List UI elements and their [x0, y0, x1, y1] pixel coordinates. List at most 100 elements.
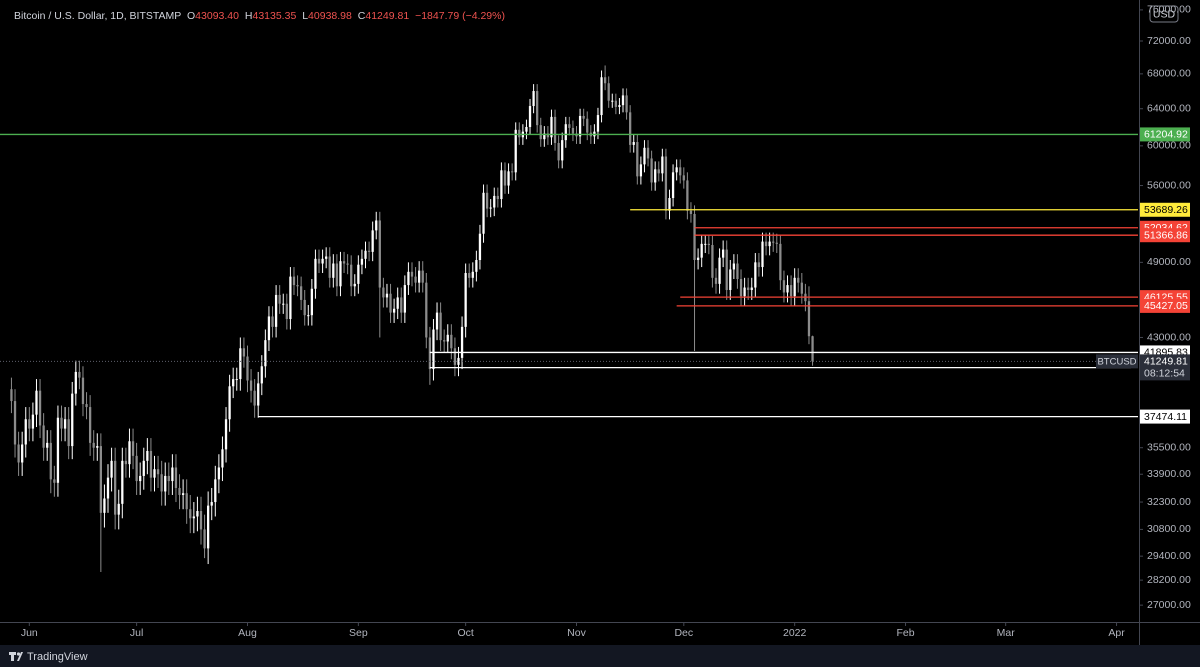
- candle-body: [721, 249, 725, 258]
- candle-body: [482, 192, 485, 234]
- candle-body: [607, 83, 610, 101]
- candle-body: [92, 442, 95, 448]
- candle-body: [689, 210, 693, 214]
- candle-body: [543, 133, 546, 140]
- candle-body: [67, 419, 70, 447]
- y-tick-label: 49000.00: [1147, 256, 1191, 268]
- candle-body: [768, 241, 771, 247]
- candle-body: [714, 277, 718, 284]
- candle-body: [546, 133, 550, 138]
- candle-body: [221, 449, 224, 468]
- currency[interactable]: USD: [1153, 8, 1176, 20]
- candle-body: [360, 258, 364, 265]
- candle-body: [149, 450, 153, 478]
- candle-body: [618, 105, 621, 107]
- y-tick-label: 68000.00: [1147, 68, 1191, 80]
- candle-body: [510, 171, 514, 173]
- level-label-bg: [1140, 202, 1190, 217]
- candle-body: [611, 100, 614, 102]
- candle-body: [378, 220, 381, 288]
- candle-body: [267, 316, 271, 341]
- candle-body: [74, 371, 77, 394]
- candle-body: [228, 386, 231, 420]
- candle-body: [468, 273, 471, 278]
- level-label-bg: [1140, 409, 1190, 424]
- candle-body: [686, 180, 689, 211]
- candle-body: [493, 195, 496, 208]
- candle-body: [299, 286, 303, 300]
- candle-body: [643, 147, 646, 165]
- candle-body: [88, 407, 92, 443]
- candle-body: [364, 250, 367, 259]
- candle-body: [274, 294, 278, 327]
- candle-body: [28, 419, 31, 429]
- level-label: 45427.05: [1144, 300, 1188, 312]
- candle-body: [707, 243, 710, 245]
- brand-logo: [9, 652, 23, 661]
- candle-body: [164, 475, 167, 492]
- candle-body: [117, 503, 120, 515]
- candle-body: [428, 337, 432, 370]
- candle-body: [60, 417, 63, 429]
- candle-body: [786, 285, 789, 293]
- y-tick-label: 32300.00: [1147, 496, 1191, 508]
- x-tick-label: Feb: [896, 627, 914, 639]
- y-tick-label: 33900.00: [1147, 468, 1191, 480]
- level-label-bg: [1140, 298, 1190, 313]
- candle-body: [661, 156, 664, 174]
- candle-body: [53, 479, 56, 483]
- candle-body: [811, 336, 814, 362]
- candle-body: [106, 477, 110, 499]
- candle-body: [636, 142, 639, 177]
- candle-body: [603, 77, 607, 84]
- candle-body: [600, 77, 603, 116]
- candle-body: [121, 460, 124, 504]
- candle-body: [217, 467, 221, 480]
- candle-body: [435, 312, 439, 330]
- candle-body: [500, 170, 503, 200]
- y-tick-label: 28200.00: [1147, 574, 1191, 586]
- candle-body: [772, 241, 775, 243]
- candle-body: [139, 475, 142, 482]
- candle-body: [536, 91, 539, 126]
- candle-body: [496, 195, 499, 200]
- x-tick-label: Nov: [567, 627, 586, 639]
- candle-body: [171, 467, 174, 482]
- candle-body: [350, 264, 353, 287]
- candle-body: [664, 156, 668, 211]
- candle-body: [189, 509, 192, 519]
- x-tick-label: Apr: [1108, 627, 1125, 639]
- candle-body: [260, 366, 263, 384]
- candle-body: [392, 308, 396, 313]
- candle-body: [425, 282, 428, 338]
- candle-body: [153, 469, 156, 478]
- candle-body: [367, 250, 371, 252]
- plot-area: [0, 65, 1138, 573]
- candle-body: [743, 287, 746, 297]
- candle-body: [700, 243, 703, 258]
- candle-body: [314, 258, 317, 289]
- candle-body: [325, 256, 328, 259]
- candle-body: [675, 167, 678, 173]
- currency-badge[interactable]: [1149, 5, 1179, 23]
- candle-body: [657, 169, 660, 174]
- candle-body: [754, 262, 757, 288]
- candle-body: [439, 312, 442, 341]
- candle-body: [371, 230, 374, 252]
- y-tick-label: 76000.00: [1147, 4, 1191, 16]
- candle-body: [460, 326, 464, 358]
- candle-body: [747, 287, 750, 290]
- candle-body: [181, 493, 185, 495]
- change: −1847.79 (−4.29%): [415, 10, 505, 22]
- candle-body: [71, 393, 74, 447]
- candle-body: [736, 263, 739, 280]
- candle-body: [800, 282, 803, 294]
- y-tick-label: 64000.00: [1147, 103, 1191, 115]
- candle-body: [382, 287, 385, 298]
- brand[interactable]: TradingView: [27, 651, 88, 663]
- candle-body: [249, 380, 253, 391]
- candle-body: [21, 444, 24, 463]
- candle-body: [239, 348, 242, 380]
- ohlc-label: L: [302, 10, 308, 22]
- candle-body: [13, 401, 17, 445]
